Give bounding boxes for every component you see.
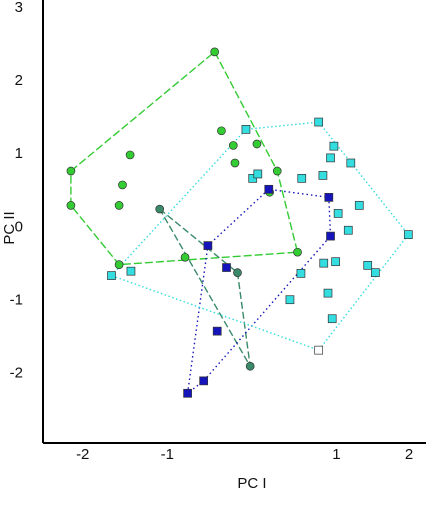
hull [186,188,332,395]
point [264,184,274,194]
point [253,169,263,179]
point [203,241,213,250]
point [212,326,222,336]
point [323,288,333,298]
point [329,141,339,151]
y-tick-label: 0 [15,218,23,235]
point [230,158,240,168]
y-tick-label: 3 [15,0,23,16]
x-tick-label: 1 [332,446,340,463]
point [343,225,353,235]
point [180,252,190,262]
point [241,125,251,134]
point [354,201,364,210]
point [346,158,356,168]
hull [159,208,251,367]
point [324,193,334,202]
point [183,388,192,398]
x-tick-label: 2 [405,446,413,463]
point [228,141,238,150]
point [296,269,306,278]
point [319,258,329,268]
y-axis-label: PC II [1,211,18,244]
point [233,268,242,278]
point [248,173,258,183]
point [245,361,255,371]
x-tick-label: -1 [161,446,174,463]
point [326,153,335,163]
point [314,117,324,127]
point [327,314,337,324]
point [285,295,295,305]
point [66,201,76,210]
x-axis-label: PC I [237,475,266,492]
point [114,260,124,269]
point [252,139,262,149]
point [370,268,380,278]
point [126,266,136,276]
point [217,126,226,136]
y-tick-label: -1 [10,291,23,308]
point [118,180,127,190]
point [155,204,165,214]
point [333,209,343,218]
hull [70,50,299,266]
y-tick-label: -2 [10,365,23,382]
point [318,171,328,180]
point [326,231,335,241]
point [199,376,209,386]
point [107,271,116,280]
y-tick-label: 2 [15,72,23,89]
point [114,201,124,210]
point [210,47,220,57]
x-tick-label: -2 [76,446,89,463]
point [66,166,76,176]
point [222,263,231,272]
point [297,173,307,183]
point [125,150,135,160]
y-tick-label: 1 [15,145,23,162]
point [293,247,302,257]
point [314,345,324,355]
point [403,230,413,239]
point [363,260,373,270]
point [272,166,282,176]
point [331,257,340,267]
